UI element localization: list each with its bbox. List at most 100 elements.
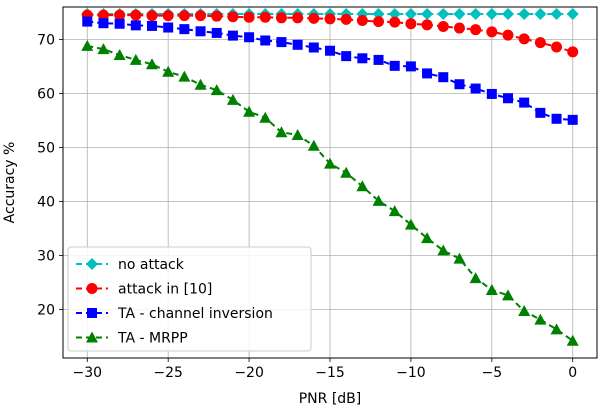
data-point <box>437 244 450 256</box>
data-point <box>404 218 417 230</box>
legend-marker <box>86 331 98 343</box>
data-point <box>340 13 352 25</box>
y-axis-ticks: 20 30 40 50 60 70 <box>37 32 63 318</box>
legend-item: TA - channel inversion <box>76 306 273 322</box>
data-point <box>567 46 579 58</box>
data-point <box>210 84 223 96</box>
x-axis-label: PNR [dB] <box>299 391 362 407</box>
legend-label: TA - MRPP <box>117 331 188 347</box>
data-point <box>438 72 449 83</box>
data-point <box>470 24 482 36</box>
data-point <box>82 16 93 27</box>
data-point <box>325 45 335 56</box>
data-point <box>518 33 530 45</box>
data-point <box>114 9 126 21</box>
data-point <box>227 11 239 23</box>
y-tick-label: 60 <box>37 86 55 102</box>
data-point <box>405 61 416 72</box>
data-point <box>485 283 498 295</box>
data-point <box>421 232 434 244</box>
data-point <box>276 37 287 48</box>
data-point <box>453 8 466 21</box>
data-point <box>211 27 222 38</box>
data-point <box>113 49 126 61</box>
x-tick-label: 0 <box>568 365 577 381</box>
x-tick-label: −5 <box>481 365 502 381</box>
data-point <box>550 323 563 335</box>
data-point <box>502 29 514 41</box>
y-tick-label: 40 <box>37 194 55 210</box>
data-point <box>146 58 158 70</box>
data-point <box>453 252 466 264</box>
legend-label: attack in [10] <box>118 282 212 298</box>
data-point <box>356 180 369 192</box>
data-point <box>485 8 498 21</box>
data-point <box>356 15 368 26</box>
data-point <box>129 53 142 65</box>
data-point <box>275 12 287 24</box>
data-point <box>194 78 207 90</box>
data-point <box>114 18 125 29</box>
y-tick-label: 50 <box>37 140 55 156</box>
data-point <box>243 105 256 117</box>
data-point <box>308 42 319 53</box>
data-point <box>389 60 400 71</box>
data-point <box>551 41 563 53</box>
data-point <box>405 18 417 30</box>
data-point <box>503 93 513 104</box>
data-point <box>275 126 288 138</box>
data-point <box>567 114 578 125</box>
data-point <box>147 20 157 31</box>
data-point <box>518 305 531 317</box>
x-tick-label: −10 <box>396 365 426 381</box>
data-point <box>259 11 271 23</box>
data-point <box>373 16 385 28</box>
data-point <box>421 8 434 21</box>
legend: no attack attack in [10] TA - channel inve… <box>67 246 312 352</box>
data-point <box>97 43 110 55</box>
data-point <box>372 194 385 206</box>
data-point <box>566 8 579 21</box>
data-point <box>162 65 175 77</box>
data-point <box>260 35 271 46</box>
data-point <box>470 83 481 94</box>
data-point <box>551 113 562 124</box>
data-point <box>421 19 433 31</box>
data-point <box>535 107 546 118</box>
data-point <box>534 8 547 21</box>
data-point <box>469 8 482 21</box>
data-point <box>502 8 514 21</box>
data-point <box>307 139 320 151</box>
data-point <box>469 272 482 284</box>
series-ta-channel-inversion <box>82 16 578 125</box>
legend-label: TA - channel inversion <box>117 306 273 322</box>
data-point <box>292 39 303 50</box>
data-point <box>162 10 174 22</box>
data-point <box>534 37 546 49</box>
legend-label: no attack <box>118 257 185 273</box>
data-point <box>130 9 142 21</box>
x-tick-label: −20 <box>234 365 264 381</box>
data-point <box>146 10 158 22</box>
series-attack-in-10 <box>81 9 579 58</box>
data-point <box>227 30 238 41</box>
y-axis-label: Accuracy % <box>2 142 18 224</box>
legend-item: attack in [10] <box>76 282 212 298</box>
y-tick-label: 20 <box>37 302 55 318</box>
data-point <box>179 24 190 35</box>
legend-box <box>67 246 312 352</box>
y-tick-label: 30 <box>37 248 55 264</box>
data-point <box>453 22 465 34</box>
data-point <box>422 68 433 79</box>
data-point <box>130 20 141 31</box>
x-tick-label: −30 <box>72 365 102 381</box>
data-point <box>550 8 563 21</box>
data-point <box>373 54 384 65</box>
data-point <box>163 22 174 33</box>
data-point <box>195 26 206 37</box>
data-point <box>340 166 353 178</box>
data-point <box>486 26 498 38</box>
legend-item: no attack <box>76 257 185 273</box>
x-axis-ticks: −30 −25 −20 −15 −10 −5 0 <box>72 358 577 381</box>
